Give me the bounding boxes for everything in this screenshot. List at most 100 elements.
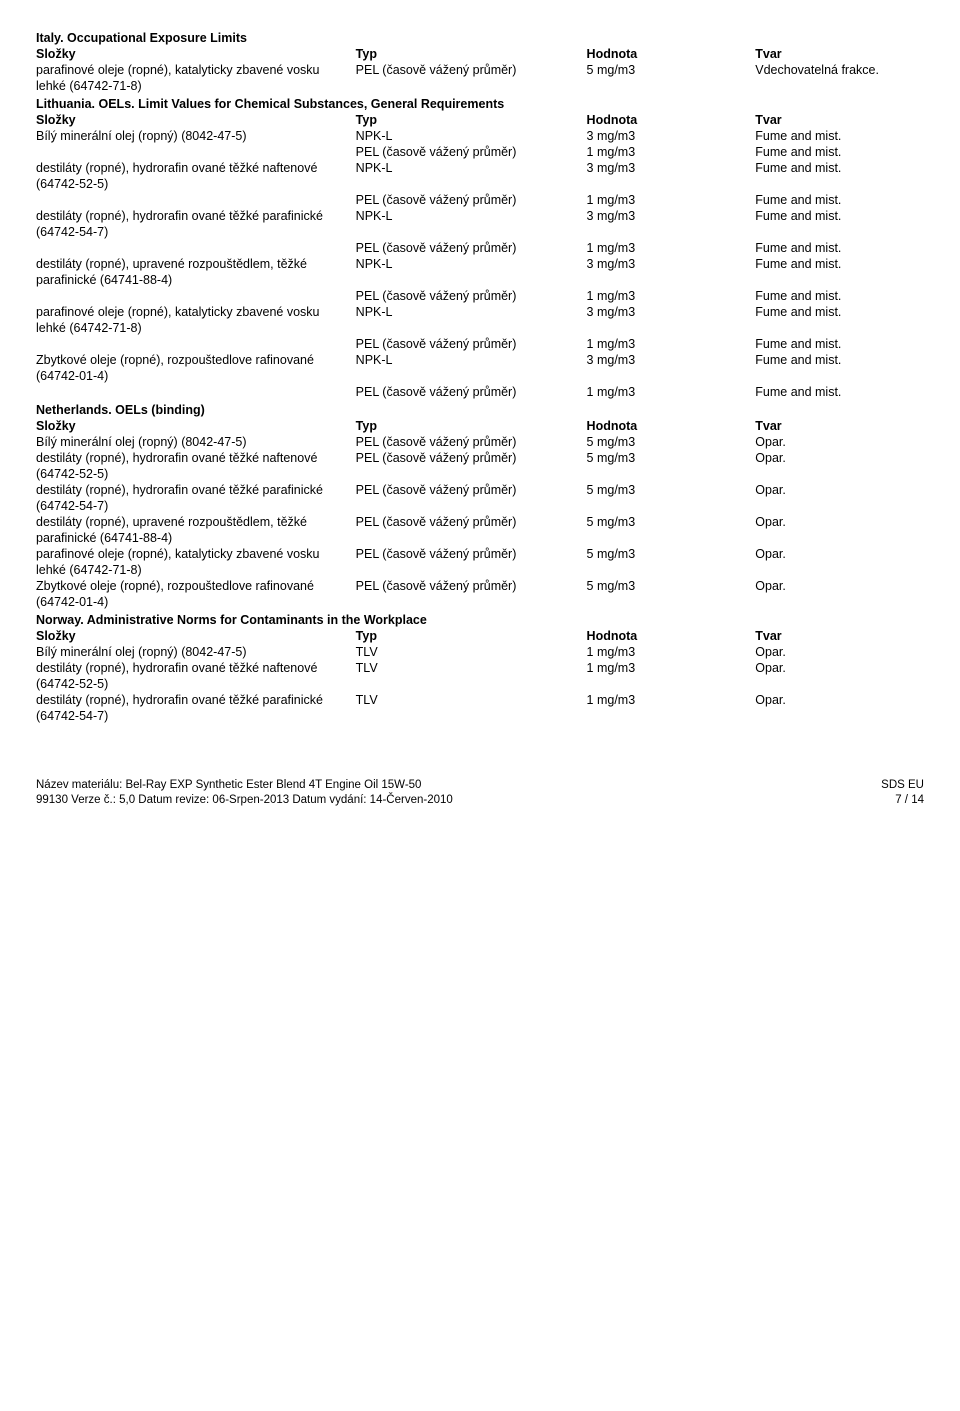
cell-tvar: Fume and mist.	[755, 128, 924, 144]
cell-comp: Zbytkové oleje (ropné), rozpouštedlove r…	[36, 578, 356, 610]
table-row: Bílý minerální olej (ropný) (8042-47-5)T…	[36, 644, 924, 660]
table-row: Bílý minerální olej (ropný) (8042-47-5)N…	[36, 128, 924, 144]
cell-typ: PEL (časově vážený průměr)	[356, 192, 587, 208]
cell-typ: PEL (časově vážený průměr)	[356, 144, 587, 160]
cell-typ: NPK-L	[356, 352, 587, 384]
table-row: Zbytkové oleje (ropné), rozpouštedlove r…	[36, 352, 924, 384]
cell-hod: 1 mg/m3	[587, 692, 756, 724]
cell-comp	[36, 192, 356, 208]
table-row: PEL (časově vážený průměr)1 mg/m3Fume an…	[36, 336, 924, 352]
cell-typ: PEL (časově vážený průměr)	[356, 434, 587, 450]
table-row: destiláty (ropné), upravené rozpouštědle…	[36, 256, 924, 288]
cell-typ: PEL (časově vážený průměr)	[356, 336, 587, 352]
cell-comp: parafinové oleje (ropné), katalyticky zb…	[36, 304, 356, 336]
cell-hod: 3 mg/m3	[587, 208, 756, 240]
cell-comp	[36, 384, 356, 400]
cell-comp: destiláty (ropné), upravené rozpouštědle…	[36, 514, 356, 546]
section-title-netherlands: Netherlands. OELs (binding)	[36, 402, 924, 418]
header-hod: Hodnota	[587, 418, 756, 434]
cell-tvar: Fume and mist.	[755, 192, 924, 208]
cell-typ: TLV	[356, 660, 587, 692]
cell-typ: PEL (časově vážený průměr)	[356, 62, 587, 94]
cell-hod: 1 mg/m3	[587, 644, 756, 660]
footer-page-number: 7 / 14	[881, 793, 924, 808]
table-row: PEL (časově vážený průměr)1 mg/m3Fume an…	[36, 240, 924, 256]
table-row: PEL (časově vážený průměr)1 mg/m3Fume an…	[36, 288, 924, 304]
header-hod: Hodnota	[587, 46, 756, 62]
table-row: destiláty (ropné), hydrorafin ované těžk…	[36, 660, 924, 692]
table-row: parafinové oleje (ropné), katalyticky zb…	[36, 546, 924, 578]
cell-comp: destiláty (ropné), hydrorafin ované těžk…	[36, 482, 356, 514]
footer-version-line: 99130 Verze č.: 5,0 Datum revize: 06-Srp…	[36, 793, 453, 808]
cell-comp: Bílý minerální olej (ropný) (8042-47-5)	[36, 128, 356, 144]
cell-tvar: Fume and mist.	[755, 304, 924, 336]
table-header-row: Složky Typ Hodnota Tvar	[36, 418, 924, 434]
header-typ: Typ	[356, 418, 587, 434]
cell-comp: destiláty (ropné), upravené rozpouštědle…	[36, 256, 356, 288]
header-comp: Složky	[36, 628, 356, 644]
cell-tvar: Fume and mist.	[755, 352, 924, 384]
table-row: Bílý minerální olej (ropný) (8042-47-5)P…	[36, 434, 924, 450]
cell-hod: 3 mg/m3	[587, 256, 756, 288]
cell-tvar: Fume and mist.	[755, 240, 924, 256]
cell-hod: 1 mg/m3	[587, 384, 756, 400]
header-typ: Typ	[356, 46, 587, 62]
cell-typ: PEL (časově vážený průměr)	[356, 482, 587, 514]
cell-typ: PEL (časově vážený průměr)	[356, 546, 587, 578]
header-comp: Složky	[36, 112, 356, 128]
header-tvar: Tvar	[755, 46, 924, 62]
cell-typ: NPK-L	[356, 128, 587, 144]
cell-typ: PEL (časově vážený průměr)	[356, 450, 587, 482]
header-tvar: Tvar	[755, 112, 924, 128]
cell-tvar: Vdechovatelná frakce.	[755, 62, 924, 94]
table-row: destiláty (ropné), hydrorafin ované těžk…	[36, 450, 924, 482]
cell-typ: NPK-L	[356, 208, 587, 240]
cell-typ: NPK-L	[356, 256, 587, 288]
cell-typ: PEL (časově vážený průměr)	[356, 240, 587, 256]
cell-comp: Bílý minerální olej (ropný) (8042-47-5)	[36, 644, 356, 660]
cell-tvar: Opar.	[755, 546, 924, 578]
cell-comp: Zbytkové oleje (ropné), rozpouštedlove r…	[36, 352, 356, 384]
table-row: destiláty (ropné), hydrorafin ované těžk…	[36, 160, 924, 192]
table-row: parafinové oleje (ropné), katalyticky zb…	[36, 304, 924, 336]
table-header-row: Složky Typ Hodnota Tvar	[36, 112, 924, 128]
cell-comp: parafinové oleje (ropné), katalyticky zb…	[36, 546, 356, 578]
cell-typ: TLV	[356, 644, 587, 660]
table-row: destiláty (ropné), hydrorafin ované těžk…	[36, 482, 924, 514]
section-title-norway: Norway. Administrative Norms for Contami…	[36, 612, 924, 628]
cell-hod: 3 mg/m3	[587, 128, 756, 144]
cell-hod: 3 mg/m3	[587, 352, 756, 384]
header-comp: Složky	[36, 46, 356, 62]
cell-hod: 1 mg/m3	[587, 144, 756, 160]
table-row: destiláty (ropné), hydrorafin ované těžk…	[36, 208, 924, 240]
cell-tvar: Opar.	[755, 692, 924, 724]
footer-left: Název materiálu: Bel-Ray EXP Synthetic E…	[36, 778, 453, 807]
cell-typ: PEL (časově vážený průměr)	[356, 578, 587, 610]
footer-right: SDS EU 7 / 14	[881, 778, 924, 807]
footer-material-name: Název materiálu: Bel-Ray EXP Synthetic E…	[36, 778, 453, 793]
header-tvar: Tvar	[755, 628, 924, 644]
table-header-row: Složky Typ Hodnota Tvar	[36, 628, 924, 644]
cell-tvar: Opar.	[755, 578, 924, 610]
cell-tvar: Opar.	[755, 482, 924, 514]
header-hod: Hodnota	[587, 112, 756, 128]
cell-hod: 1 mg/m3	[587, 192, 756, 208]
cell-tvar: Opar.	[755, 644, 924, 660]
cell-tvar: Fume and mist.	[755, 208, 924, 240]
table-norway: Složky Typ Hodnota Tvar Bílý minerální o…	[36, 628, 924, 724]
header-tvar: Tvar	[755, 418, 924, 434]
cell-tvar: Opar.	[755, 450, 924, 482]
table-lithuania: Složky Typ Hodnota Tvar Bílý minerální o…	[36, 112, 924, 400]
cell-hod: 5 mg/m3	[587, 546, 756, 578]
table-header-row: Složky Typ Hodnota Tvar	[36, 46, 924, 62]
cell-comp: destiláty (ropné), hydrorafin ované těžk…	[36, 208, 356, 240]
header-typ: Typ	[356, 628, 587, 644]
cell-comp: destiláty (ropné), hydrorafin ované těžk…	[36, 160, 356, 192]
cell-comp	[36, 336, 356, 352]
cell-hod: 1 mg/m3	[587, 240, 756, 256]
cell-hod: 5 mg/m3	[587, 482, 756, 514]
cell-comp: destiláty (ropné), hydrorafin ované těžk…	[36, 660, 356, 692]
header-hod: Hodnota	[587, 628, 756, 644]
cell-comp: parafinové oleje (ropné), katalyticky zb…	[36, 62, 356, 94]
table-netherlands: Složky Typ Hodnota Tvar Bílý minerální o…	[36, 418, 924, 610]
